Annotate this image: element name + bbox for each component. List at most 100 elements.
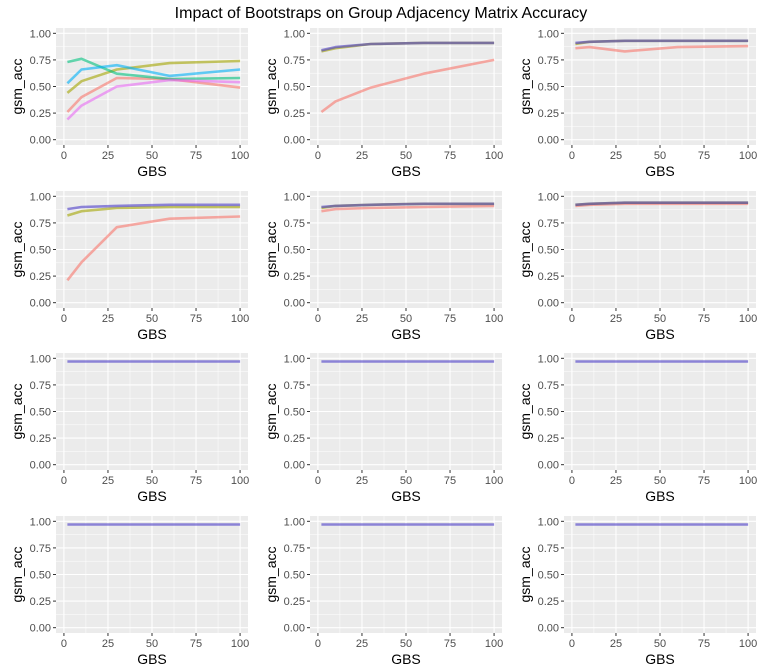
x-tick-label: 100 (231, 638, 249, 650)
panel-8: 0 25 50 75 100 0.00 0.25 0.50 0.75 1.00 GBS gsm_acc (263, 353, 503, 504)
x-tick-label: 50 (654, 638, 666, 650)
series-line-magenta (66, 78, 241, 121)
y-tick-label: 1.00 (284, 353, 305, 365)
y-tick-label: 0.00 (538, 298, 559, 310)
y-tick-label: 1.00 (30, 28, 51, 40)
x-axis-title: GBS (391, 488, 421, 504)
panel-10: 0 25 50 75 100 0.00 0.25 0.50 0.75 1.00 GBS gsm_acc (9, 516, 249, 667)
y-tick-label: 0.50 (538, 245, 559, 257)
x-tick-label: 0 (61, 475, 67, 487)
x-axis-title: GBS (645, 163, 675, 179)
x-tick-label: 50 (654, 150, 666, 162)
panel-1: 0 25 50 75 100 0.00 0.25 0.50 0.75 1.00 GBS gsm_acc (9, 28, 249, 179)
x-tick-label: 50 (400, 313, 412, 325)
x-tick-label: 75 (190, 638, 202, 650)
y-tick-label: 0.75 (30, 218, 51, 230)
x-axis-title: GBS (391, 163, 421, 179)
y-tick-label: 0.50 (284, 82, 305, 94)
x-tick-label: 50 (654, 313, 666, 325)
x-tick-label: 0 (569, 313, 575, 325)
y-tick-label: 0.50 (30, 245, 51, 257)
x-tick-label: 100 (485, 475, 503, 487)
y-tick-label: 1.00 (538, 353, 559, 365)
y-tick-label: 0.50 (30, 570, 51, 582)
y-tick-label: 0.50 (284, 407, 305, 419)
y-axis-title: gsm_acc (9, 221, 25, 277)
y-tick-label: 0.75 (538, 218, 559, 230)
x-axis-title: GBS (645, 651, 675, 667)
y-tick-label: 0.75 (538, 543, 559, 555)
x-tick-label: 50 (654, 475, 666, 487)
x-tick-label: 25 (610, 313, 622, 325)
x-tick-label: 25 (610, 475, 622, 487)
x-tick-label: 25 (102, 638, 114, 650)
x-axis-title: GBS (137, 163, 167, 179)
y-tick-label: 0.75 (538, 380, 559, 392)
x-tick-label: 0 (61, 150, 67, 162)
x-tick-label: 25 (610, 638, 622, 650)
x-tick-label: 75 (190, 150, 202, 162)
series-line-purple (321, 41, 495, 52)
series-line-olive (66, 59, 241, 94)
y-tick-label: 0.25 (30, 596, 51, 608)
panel-2: 0 25 50 75 100 0.00 0.25 0.50 0.75 1.00 GBS gsm_acc (263, 28, 503, 179)
series-line-purple (575, 201, 749, 207)
x-tick-label: 100 (485, 638, 503, 650)
y-tick-label: 0.50 (538, 570, 559, 582)
x-tick-label: 75 (444, 475, 456, 487)
y-tick-label: 1.00 (30, 353, 51, 365)
panel-6: 0 25 50 75 100 0.00 0.25 0.50 0.75 1.00 GBS gsm_acc (517, 191, 757, 342)
x-tick-label: 100 (739, 313, 757, 325)
x-tick-label: 50 (146, 475, 158, 487)
series-line-purple (575, 39, 749, 45)
y-tick-label: 0.00 (284, 460, 305, 472)
x-tick-label: 50 (400, 150, 412, 162)
y-axis-title: gsm_acc (263, 221, 279, 277)
x-tick-label: 0 (569, 475, 575, 487)
series-line-red (320, 58, 495, 114)
x-tick-label: 0 (315, 150, 321, 162)
series-line-red (321, 204, 495, 213)
y-tick-label: 1.00 (538, 191, 559, 203)
y-tick-label: 0.00 (30, 623, 51, 635)
y-tick-label: 1.00 (538, 516, 559, 528)
y-tick-label: 0.25 (284, 271, 305, 283)
y-tick-label: 0.25 (284, 108, 305, 120)
y-tick-label: 1.00 (30, 191, 51, 203)
x-tick-label: 100 (485, 313, 503, 325)
series-line-purple (321, 202, 495, 209)
y-tick-label: 0.75 (284, 218, 305, 230)
y-axis-title: gsm_acc (517, 383, 533, 439)
y-tick-label: 0.00 (30, 298, 51, 310)
series-line-red (66, 215, 241, 282)
panel-4: 0 25 50 75 100 0.00 0.25 0.50 0.75 1.00 GBS gsm_acc (9, 191, 249, 342)
x-tick-label: 100 (739, 475, 757, 487)
y-tick-label: 0.25 (284, 596, 305, 608)
y-axis-title: gsm_acc (263, 58, 279, 114)
y-tick-label: 0.00 (538, 623, 559, 635)
y-tick-label: 0.50 (284, 245, 305, 257)
y-tick-label: 0.00 (30, 460, 51, 472)
y-tick-label: 0.25 (538, 596, 559, 608)
panel-12: 0 25 50 75 100 0.00 0.25 0.50 0.75 1.00 GBS gsm_acc (517, 516, 757, 667)
x-axis-title: GBS (645, 488, 675, 504)
panel-grid: 0 25 50 75 100 0.00 0.25 0.50 0.75 1.00 GBS gsm_acc… (9, 28, 757, 667)
x-tick-label: 100 (231, 313, 249, 325)
y-tick-label: 0.25 (30, 108, 51, 120)
x-tick-label: 25 (102, 313, 114, 325)
x-tick-label: 25 (102, 150, 114, 162)
panel-3: 0 25 50 75 100 0.00 0.25 0.50 0.75 1.00 GBS gsm_acc (517, 28, 757, 179)
x-tick-label: 100 (231, 475, 249, 487)
x-tick-label: 50 (400, 638, 412, 650)
y-tick-label: 0.25 (538, 433, 559, 445)
y-tick-label: 0.25 (538, 108, 559, 120)
x-tick-label: 100 (485, 150, 503, 162)
x-tick-label: 0 (569, 150, 575, 162)
y-tick-label: 0.00 (30, 135, 51, 147)
x-tick-label: 100 (739, 638, 757, 650)
series-line-blue (66, 63, 241, 85)
panel-9: 0 25 50 75 100 0.00 0.25 0.50 0.75 1.00 GBS gsm_acc (517, 353, 757, 504)
x-tick-label: 75 (444, 150, 456, 162)
x-tick-label: 75 (444, 313, 456, 325)
panel-11: 0 25 50 75 100 0.00 0.25 0.50 0.75 1.00 GBS gsm_acc (263, 516, 503, 667)
